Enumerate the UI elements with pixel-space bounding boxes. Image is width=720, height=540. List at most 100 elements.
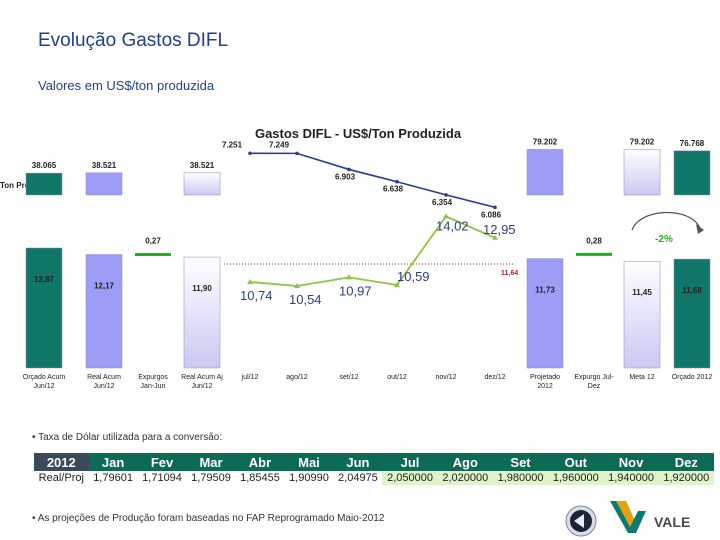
fx-header-cell: Mar bbox=[186, 453, 236, 471]
x-tick-label: Real Acum bbox=[87, 374, 121, 381]
fx-value-cell: 1,71094 bbox=[137, 471, 187, 485]
fx-row-label: Real/Proj bbox=[34, 471, 89, 485]
page-title: Evolução Gastos DIFL bbox=[38, 30, 229, 51]
ton-bar bbox=[526, 149, 564, 196]
ton-bar-label: 76.768 bbox=[680, 139, 705, 148]
cost-bar bbox=[526, 258, 564, 369]
fx-header-cell: 2012 bbox=[34, 453, 89, 471]
back-button[interactable] bbox=[564, 505, 598, 537]
fx-header-cell: Set bbox=[492, 453, 549, 471]
expurgo-label: 0,27 bbox=[145, 237, 161, 246]
cost-line bbox=[249, 215, 496, 287]
x-tick-label: Orçado 2012 bbox=[672, 374, 713, 381]
fx-value-cell: 1,79509 bbox=[186, 471, 236, 485]
ton-point bbox=[395, 179, 399, 184]
cost-bar-label: 12,17 bbox=[94, 282, 115, 291]
cost-point bbox=[346, 274, 352, 280]
cost-bar bbox=[85, 254, 123, 369]
fx-value-cell: 2,050000 bbox=[382, 471, 438, 485]
ton-bar-label: 38.521 bbox=[190, 161, 215, 170]
fx-header-cell: Mai bbox=[284, 453, 334, 471]
ton-point bbox=[444, 193, 448, 197]
fx-value-cell: 1,960000 bbox=[548, 471, 604, 485]
fx-value-cell: 1,920000 bbox=[658, 471, 714, 485]
cost-bar-label: 11,68 bbox=[682, 286, 702, 295]
ton-bar bbox=[623, 149, 661, 196]
cost-point-label: 14,02 bbox=[436, 218, 469, 233]
cost-point bbox=[443, 213, 449, 219]
ton-line bbox=[249, 152, 496, 209]
ton-point-label: 6.638 bbox=[383, 185, 404, 194]
left-axis-label: Ton Prod bbox=[0, 181, 35, 190]
cost-point-label: 10,97 bbox=[339, 283, 372, 298]
fx-header-row: 2012 Jan Fev Mar Abr Mai Jun Jul Ago Set Out Nov Dez bbox=[34, 453, 714, 471]
cost-point-label: 10,54 bbox=[289, 292, 322, 307]
vale-logo-text: VALE bbox=[654, 514, 690, 530]
page-subtitle: Valores em US$/ton produzida bbox=[38, 78, 215, 93]
cost-point-label: 12,95 bbox=[483, 222, 516, 237]
fx-header-cell: Ago bbox=[437, 453, 493, 471]
x-tick-label: Jun/12 bbox=[33, 383, 54, 390]
variation-arrow-icon bbox=[631, 211, 701, 231]
cost-point bbox=[294, 283, 300, 288]
fx-header-cell: Dez bbox=[658, 453, 714, 471]
ton-bar-label: 79.202 bbox=[533, 137, 558, 146]
cost-bar-label: 11,90 bbox=[192, 284, 212, 293]
ton-point-label: 6.354 bbox=[432, 198, 453, 207]
ton-point bbox=[248, 151, 252, 156]
projection-note: • As projeções de Produção foram baseada… bbox=[32, 513, 385, 524]
fx-header-cell: Jan bbox=[88, 453, 138, 471]
fx-header-cell: Abr bbox=[235, 453, 285, 471]
ton-bar bbox=[85, 172, 123, 196]
variation-arrowhead-icon bbox=[696, 224, 704, 234]
fx-rate-table: 2012 Jan Fev Mar Abr Mai Jun Jul Ago Set Out Nov Dez… bbox=[34, 453, 714, 485]
cost-point bbox=[492, 234, 498, 240]
fx-value-cell: 1,940000 bbox=[603, 471, 659, 485]
ton-point-label: 6.086 bbox=[481, 210, 502, 219]
fx-value-cell: 2,04975 bbox=[333, 471, 383, 485]
x-tick-label: Jun/12 bbox=[93, 383, 114, 390]
ton-point-label: 6.903 bbox=[335, 172, 356, 181]
fx-value-cell: 1,90990 bbox=[284, 471, 334, 485]
x-tick-label: nov/12 bbox=[435, 374, 456, 381]
ton-point bbox=[347, 167, 351, 172]
variation-badge: -2% bbox=[655, 234, 673, 245]
ton-bar-label: 79.202 bbox=[630, 137, 655, 146]
cost-bar-label: 11,45 bbox=[632, 288, 652, 297]
ton-bar-label: 38.521 bbox=[92, 161, 117, 170]
fx-value-cell: 1,79601 bbox=[88, 471, 138, 485]
x-tick-label: Meta 12 bbox=[629, 374, 654, 381]
x-tick-label: dez/12 bbox=[484, 374, 505, 381]
x-tick-label: jul/12 bbox=[241, 374, 259, 381]
cost-chart: Gastos DIFL - US$/Ton Produzida Ton Prod 3… bbox=[0, 126, 713, 390]
x-tick-label: Jan-Jun bbox=[141, 383, 166, 390]
ton-point bbox=[493, 205, 497, 210]
cost-point bbox=[247, 279, 253, 284]
ton-point bbox=[295, 151, 299, 156]
fx-value-row: Real/Proj 1,79601 1,71094 1,79509 1,85455 1,9… bbox=[34, 471, 714, 485]
fx-header-cell: Jun bbox=[333, 453, 383, 471]
x-tick-label: Jun/12 bbox=[191, 383, 212, 390]
x-tick-label: 2012 bbox=[537, 383, 553, 390]
x-tick-label: Expurgo Jul- bbox=[574, 374, 614, 381]
cost-point bbox=[394, 282, 400, 287]
back-arrow-icon bbox=[574, 514, 584, 528]
cost-bar bbox=[623, 260, 661, 369]
cost-bar bbox=[25, 247, 63, 369]
cost-point-label: 10,74 bbox=[240, 288, 273, 303]
cost-point-label: 10,59 bbox=[397, 269, 430, 284]
fx-value-cell: 2,020000 bbox=[437, 471, 493, 485]
x-tick-label: Orçado Acum bbox=[23, 374, 66, 381]
cost-bar bbox=[183, 256, 221, 369]
ton-point-label: 7.251 bbox=[222, 140, 243, 149]
fx-header-cell: Out bbox=[548, 453, 604, 471]
x-tick-label: Expurgos bbox=[138, 374, 168, 381]
ton-bar bbox=[183, 172, 221, 196]
x-tick-label: ago/12 bbox=[286, 374, 308, 381]
cost-bar-label: 11,73 bbox=[535, 286, 555, 295]
x-tick-label: Projetado bbox=[530, 374, 560, 381]
x-tick-label: Real Acum Aj bbox=[181, 374, 223, 381]
reference-label: 11,64 bbox=[501, 270, 518, 277]
x-tick-label: Dez bbox=[588, 383, 601, 390]
cost-bar-label: 12,87 bbox=[34, 275, 55, 284]
